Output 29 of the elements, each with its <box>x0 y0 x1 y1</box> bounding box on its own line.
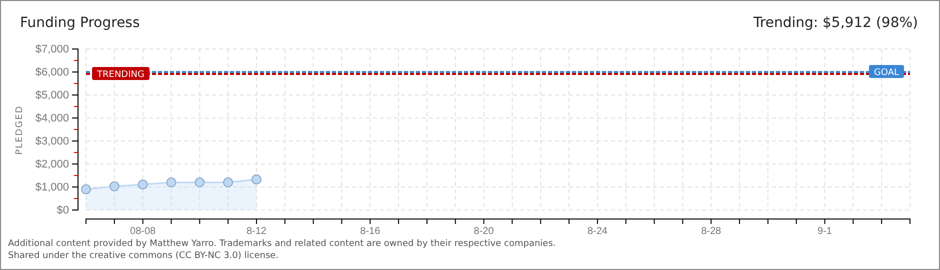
x-tick-label: 8-28 <box>701 226 722 238</box>
chart-subtitle: Trending: $5,912 (98%) <box>752 15 918 31</box>
y-tick-label: $0 <box>56 204 69 217</box>
text: Shared under the creative commons (CC BY-NC 3.0) license. <box>8 251 279 261</box>
y-tick-label: $3,000 <box>35 136 69 148</box>
point <box>81 184 91 194</box>
x-tick-label: 9-1 <box>818 226 832 238</box>
point <box>166 177 176 188</box>
y-tick-label: $5,000 <box>35 90 69 102</box>
chart-title: Funding Progress <box>20 15 140 31</box>
y-tick-label: $6,000 <box>35 66 69 79</box>
ref-line-label: TRENDING <box>96 70 144 80</box>
y-tick-label: $4,000 <box>35 112 69 125</box>
x-tick-label: 8-24 <box>587 226 608 238</box>
y-tick-label: $7,000 <box>35 44 69 56</box>
x-tick-label: 8-12 <box>246 226 267 238</box>
text: Additional content provided by Matthew Yarro. Trademarks and related content are owned by their respective companies. <box>8 239 556 249</box>
y-tick-label: $1,000 <box>35 182 69 194</box>
ref-line-label: GOAL <box>874 68 899 78</box>
x-tick-label: 8-16 <box>360 226 381 238</box>
y-axis-title: PLEDGED <box>15 105 25 155</box>
x-tick-label: 08-08 <box>130 226 156 238</box>
point <box>251 174 262 184</box>
point <box>109 181 120 192</box>
point <box>223 177 234 188</box>
y-tick-label: $2,000 <box>35 158 69 171</box>
point <box>138 179 148 190</box>
point <box>194 177 205 188</box>
x-tick-label: 8-20 <box>474 226 494 238</box>
